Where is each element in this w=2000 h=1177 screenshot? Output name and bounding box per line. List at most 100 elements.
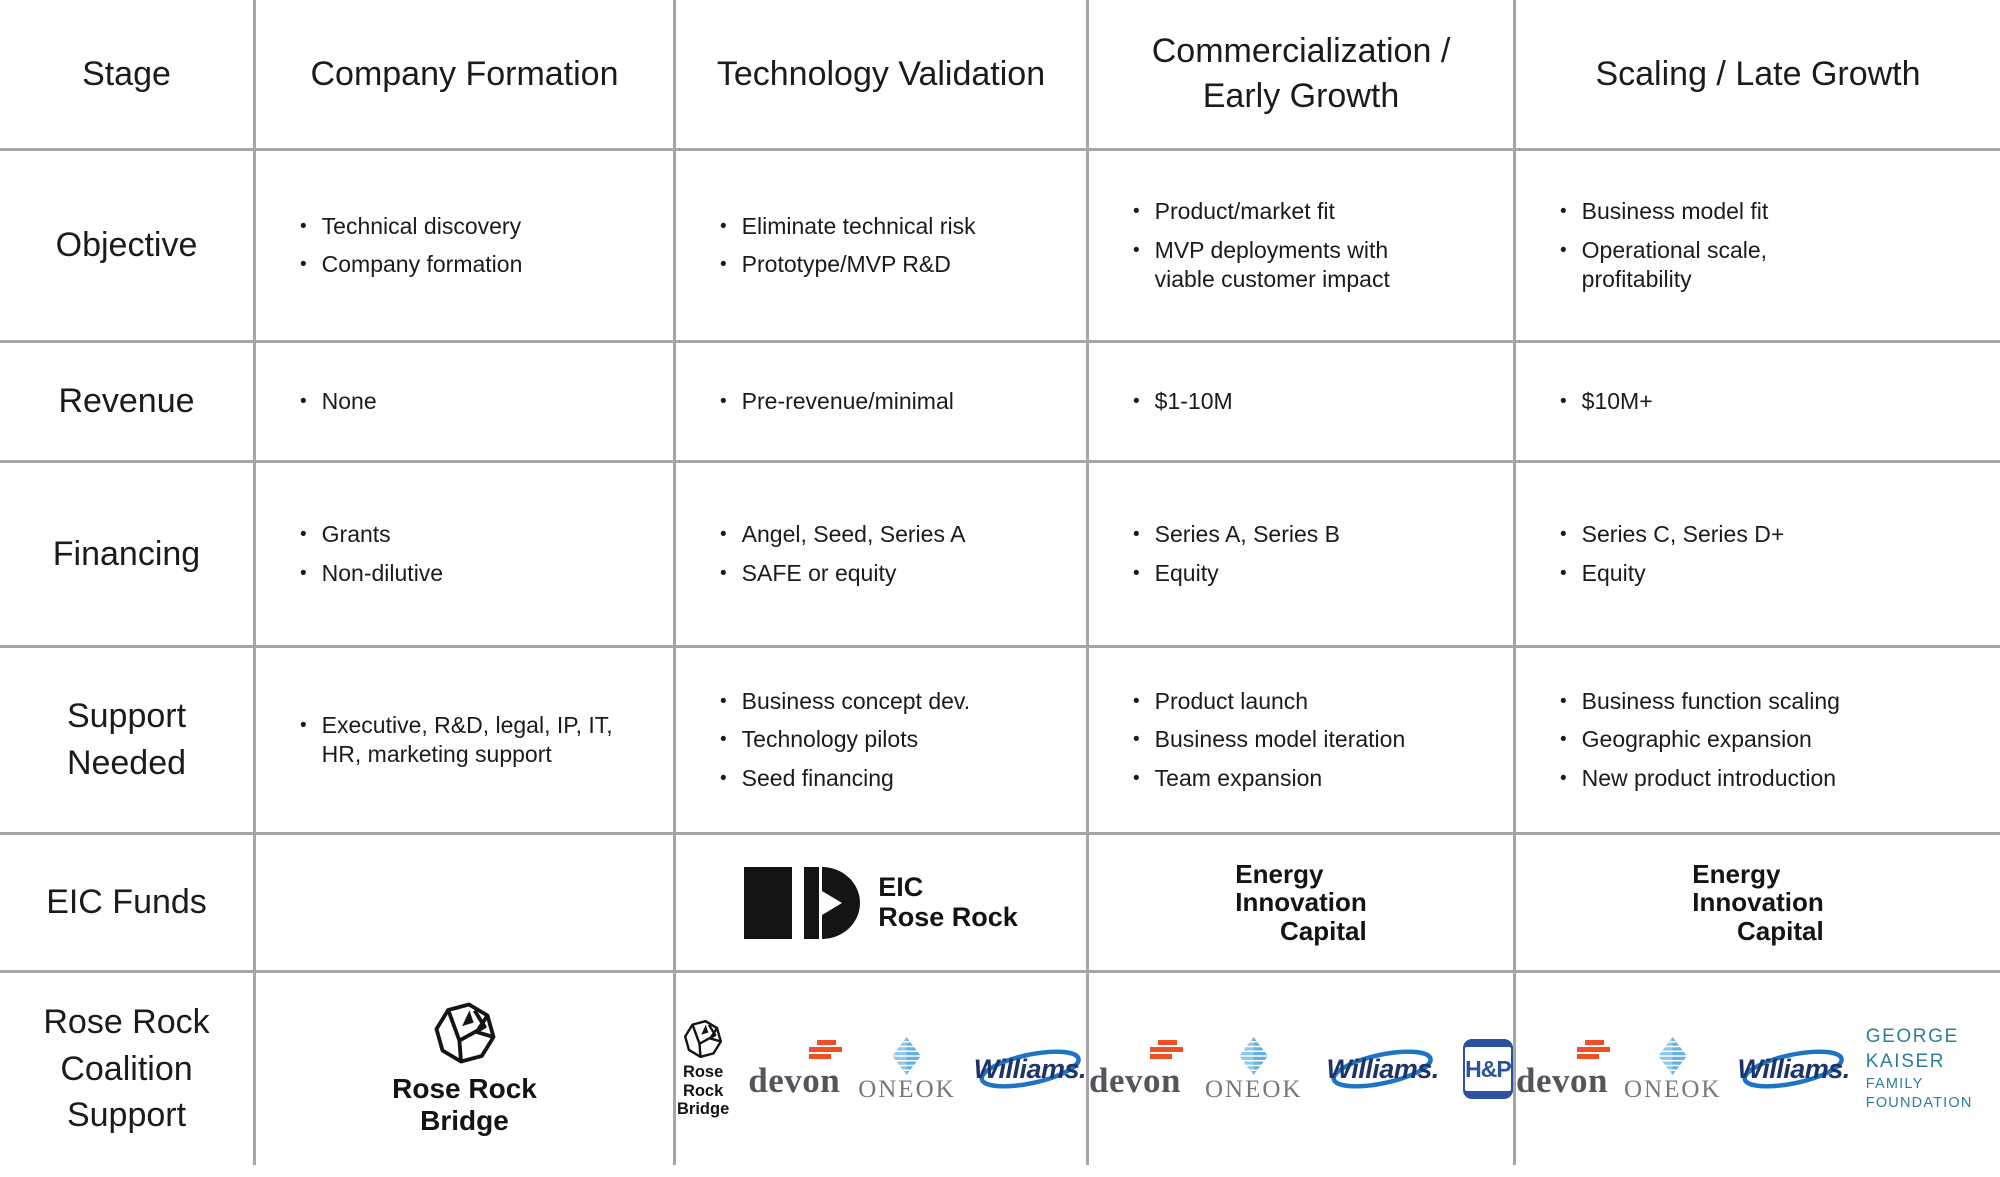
bullet-icon: •: [1560, 562, 1567, 584]
devon-bars-icon: [804, 1040, 843, 1061]
list-item: • Product launch: [1133, 687, 1405, 716]
list-item: • Product/market fit: [1133, 197, 1390, 226]
cell-financing-scaling: • Series C, Series D+ • Equity: [1513, 460, 2000, 645]
bullet-icon: •: [1560, 201, 1567, 223]
oneok-diamond-icon: [1658, 1036, 1687, 1075]
cell-coalition-commercialization: devon ONEOK: [1086, 970, 1513, 1165]
bullet-icon: •: [1133, 767, 1140, 789]
hp-logo: H&P: [1462, 1039, 1513, 1099]
eic-text-line3: Capital: [1280, 915, 1367, 946]
bullet-icon: •: [1560, 390, 1567, 412]
list-item: • Executive, R&D, legal, IP, IT, HR, mark…: [300, 711, 613, 767]
cell-financing-technology-validation: • Angel, Seed, Series A • SAFE or equity: [673, 460, 1086, 645]
column-header-company-formation: Company Formation: [253, 0, 673, 148]
list-item: • Technology pilots: [720, 725, 970, 754]
oneok-logo: ONEOK: [1624, 1036, 1722, 1102]
george-kaiser-logo: GEORGE KAISER FAMILY FOUNDATION: [1866, 1025, 2000, 1112]
cell-coalition-company-formation: Rose Rock Bridge: [253, 970, 673, 1165]
gkff-line2: FAMILY FOUNDATION: [1865, 1075, 1973, 1111]
devon-logo: devon: [1516, 1040, 1610, 1100]
list-item: • Angel, Seed, Series A: [720, 520, 965, 549]
hp-letters: H&P: [1465, 1055, 1512, 1082]
cell-eic-funds-company-formation: [253, 832, 673, 970]
eic-text-line1: Energy: [1235, 859, 1324, 890]
rrb-line1: Rose Rock: [392, 1072, 537, 1104]
devon-bars-icon: [1145, 1040, 1183, 1061]
bullet-icon: •: [300, 562, 307, 584]
eic-rose-rock-wordmark: EIC Rose Rock: [878, 872, 1018, 932]
rrb-line2: Bridge: [420, 1105, 509, 1136]
williams-logo: Williams.: [1737, 1038, 1850, 1100]
eic-rose-rock-logo: EIC Rose Rock: [744, 866, 1018, 939]
williams-logo: Williams.: [974, 1038, 1086, 1100]
cell-coalition-scaling: devon ONEOK: [1513, 970, 2000, 1165]
cell-financing-commercialization: • Series A, Series B • Equity: [1086, 460, 1513, 645]
oneok-logo: ONEOK: [858, 1036, 956, 1103]
bullet-icon: •: [1560, 690, 1567, 712]
column-header-technology-validation: Technology Validation: [673, 0, 1086, 148]
cell-revenue-scaling: • $10M+: [1513, 340, 2000, 460]
cell-eic-funds-scaling: Energy Innovation Capital: [1513, 832, 2000, 970]
cell-objective-scaling: • Business model fit • Operational scale, …: [1513, 148, 2000, 340]
devon-wordmark: devon: [1089, 1061, 1181, 1100]
bullet-icon: •: [300, 390, 307, 412]
eic-block-e: [744, 866, 793, 939]
bullet-icon: •: [720, 254, 727, 275]
cell-revenue-company-formation: • None: [253, 340, 673, 460]
list-item: • Team expansion: [1133, 764, 1405, 793]
list-item: • Business concept dev.: [720, 687, 970, 716]
eic-text-line2: Innovation: [1235, 887, 1367, 918]
bullet-icon: •: [300, 714, 307, 736]
cell-eic-funds-commercialization: Energy Innovation Capital: [1086, 832, 1513, 970]
rose-rock-bridge-logo: Rose Rock Bridge: [392, 1001, 537, 1137]
bullet-icon: •: [1133, 239, 1140, 261]
eic-text-line2: Innovation: [1692, 887, 1824, 918]
oneok-diamond-icon: [1239, 1036, 1268, 1075]
eic-block-c: [822, 866, 861, 939]
energy-innovation-capital-logo: Energy Innovation Capital: [1692, 860, 1823, 944]
oneok-diamond-icon: [892, 1036, 922, 1075]
gkff-line1: GEORGE KAISER: [1865, 1026, 1959, 1073]
cell-revenue-technology-validation: • Pre-revenue/minimal: [673, 340, 1086, 460]
row-label-support-needed: Support Needed: [0, 645, 253, 832]
rrb-line2: Bridge: [676, 1100, 730, 1119]
bullet-icon: •: [720, 562, 727, 584]
rose-rock-bridge-wordmark: Rose Rock Bridge: [676, 1063, 730, 1118]
list-item: • Eliminate technical risk: [720, 212, 976, 241]
devon-wordmark: devon: [1516, 1061, 1608, 1100]
bullet-icon: •: [1133, 524, 1140, 546]
bullet-icon: •: [720, 767, 727, 789]
bullet-icon: •: [1133, 729, 1140, 751]
row-label-eic-funds: EIC Funds: [0, 832, 253, 970]
bullet-icon: •: [720, 729, 727, 751]
devon-wordmark: devon: [748, 1061, 841, 1100]
energy-innovation-capital-logo: Energy Innovation Capital: [1235, 860, 1366, 944]
list-item: • MVP deployments with viable customer im…: [1133, 236, 1390, 292]
williams-wordmark: Williams.: [1326, 1053, 1439, 1084]
list-item: • Equity: [1560, 559, 1784, 588]
rose-rock-bridge-icon: [434, 1002, 495, 1064]
list-item: • Non-dilutive: [300, 559, 443, 588]
bullet-icon: •: [1560, 767, 1567, 789]
cell-coalition-technology-validation: Rose Rock Bridge devon: [673, 970, 1086, 1165]
oneok-logo: ONEOK: [1205, 1036, 1303, 1102]
list-item: • Technical discovery: [300, 212, 522, 241]
list-item: • SAFE or equity: [720, 559, 965, 588]
williams-swoosh-icon: [1331, 1049, 1434, 1089]
rose-rock-bridge-wordmark: Rose Rock Bridge: [392, 1073, 537, 1137]
cell-objective-company-formation: • Technical discovery • Company formation: [253, 148, 673, 340]
oneok-wordmark: ONEOK: [858, 1075, 956, 1103]
rose-rock-bridge-logo: Rose Rock Bridge: [676, 1019, 730, 1118]
list-item: • $1-10M: [1133, 387, 1233, 416]
eic-text-line1: Energy: [1692, 859, 1781, 890]
bullet-icon: •: [1133, 390, 1140, 412]
list-item: • Prototype/MVP R&D: [720, 250, 976, 279]
bullet-icon: •: [720, 390, 727, 412]
bullet-icon: •: [1560, 729, 1567, 751]
row-label-objective: Objective: [0, 148, 253, 340]
eic-wordmark-line2: Rose Rock: [878, 901, 1018, 932]
cell-objective-commercialization: • Product/market fit • MVP deployments wit…: [1086, 148, 1513, 340]
eic-block-i: [804, 866, 820, 939]
